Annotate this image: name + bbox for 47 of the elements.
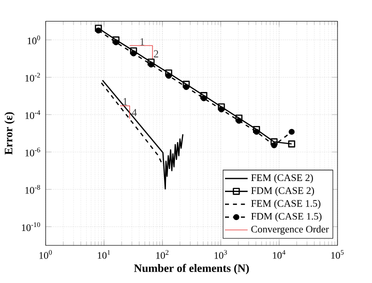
- annotation: 1: [140, 38, 144, 46]
- point: [148, 58, 155, 66]
- point: [165, 70, 172, 77]
- y-tick-label: 10$^{-4}$: [25, 110, 40, 120]
- point: [235, 114, 242, 122]
- y-axis-title: Error (ε): [4, 112, 15, 155]
- x-tick-label: 10$^{2}$: [156, 250, 168, 260]
- annotation: 2: [154, 50, 158, 58]
- annotation: 4: [132, 109, 137, 116]
- x-tick-label: 10$^{4}$: [272, 250, 286, 260]
- point: [218, 104, 225, 111]
- legend-label: FDM (CASE 2): [251, 187, 314, 196]
- point: [218, 106, 224, 113]
- x-tick-label: 10$^{1}$: [98, 250, 110, 260]
- y-tick-label: 10$^{-10}$: [22, 222, 40, 232]
- point: [94, 24, 102, 32]
- point: [270, 138, 278, 146]
- point: [253, 126, 260, 134]
- y-tick-label: 10$^{-8}$: [25, 185, 40, 194]
- point: [166, 73, 172, 80]
- legend-label: FDM (CASE 1.5): [251, 212, 322, 222]
- x-tick-label: 10$^{3}$: [214, 250, 227, 260]
- x-tick-label: 10$^{5}$: [331, 250, 344, 259]
- point: [288, 129, 295, 136]
- x-axis-title: Number of elements (N): [134, 264, 249, 275]
- point: [130, 50, 137, 57]
- point: [271, 142, 278, 148]
- legend-label: FEM (CASE 2): [251, 174, 313, 184]
- point: [183, 84, 190, 90]
- point: [148, 62, 154, 68]
- point: [200, 92, 208, 100]
- point: [182, 81, 190, 88]
- annotation: 1: [123, 98, 128, 106]
- y-tick-label: 10$^{-2}$: [25, 73, 40, 82]
- point: [200, 96, 207, 102]
- point: [112, 36, 120, 44]
- point: [112, 39, 119, 46]
- point: [288, 140, 296, 148]
- y-tick-label: 10$^{0}$: [28, 36, 40, 45]
- legend-label: Convergence Order: [251, 226, 329, 235]
- point: [95, 28, 102, 34]
- point: [254, 129, 260, 136]
- legend-label: FEM (CASE 1.5): [251, 200, 320, 210]
- point: [236, 118, 242, 124]
- point: [130, 48, 138, 55]
- y-tick-label: 10$^{-6}$: [25, 148, 40, 157]
- x-tick-label: 10$^{0}$: [40, 250, 52, 260]
